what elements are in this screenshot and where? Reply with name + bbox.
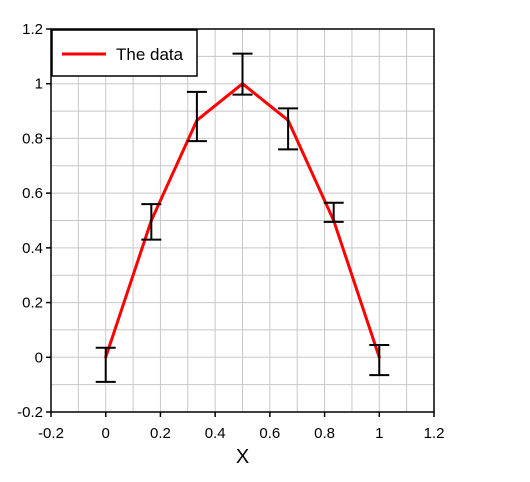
x-tick-label: 0.6 — [259, 425, 280, 442]
x-tick-label: 0 — [102, 425, 110, 442]
y-tick-label: -0.2 — [17, 404, 43, 421]
x-tick-label: 1.2 — [424, 425, 445, 442]
x-tick-label: 0.8 — [314, 425, 335, 442]
legend: The data — [51, 29, 198, 77]
y-tick-label: 0.2 — [22, 295, 43, 312]
y-tick-label: 1 — [35, 76, 43, 93]
x-axis-label: X — [236, 446, 249, 468]
error-bars — [95, 52, 390, 383]
x-tick-label: 0.2 — [150, 425, 171, 442]
x-axis-ticks: -0.2 0 0.2 0.4 0.6 0.8 1 1.2 — [38, 412, 444, 442]
y-tick-label: 0 — [35, 349, 43, 366]
x-tick-label: -0.2 — [38, 425, 64, 442]
y-tick-label: 0.4 — [22, 240, 43, 257]
y-tick-label: 1.2 — [22, 21, 43, 38]
y-tick-label: 0.8 — [22, 130, 43, 147]
x-tick-label: 0.4 — [205, 425, 226, 442]
y-axis-ticks: 1.2 1 0.8 0.6 0.4 0.2 0 -0.2 — [17, 21, 51, 421]
plot-frame — [50, 28, 435, 413]
y-tick-label: 0.6 — [22, 185, 43, 202]
legend-label-the-data: The data — [116, 45, 184, 64]
x-tick-label: 1 — [375, 425, 383, 442]
